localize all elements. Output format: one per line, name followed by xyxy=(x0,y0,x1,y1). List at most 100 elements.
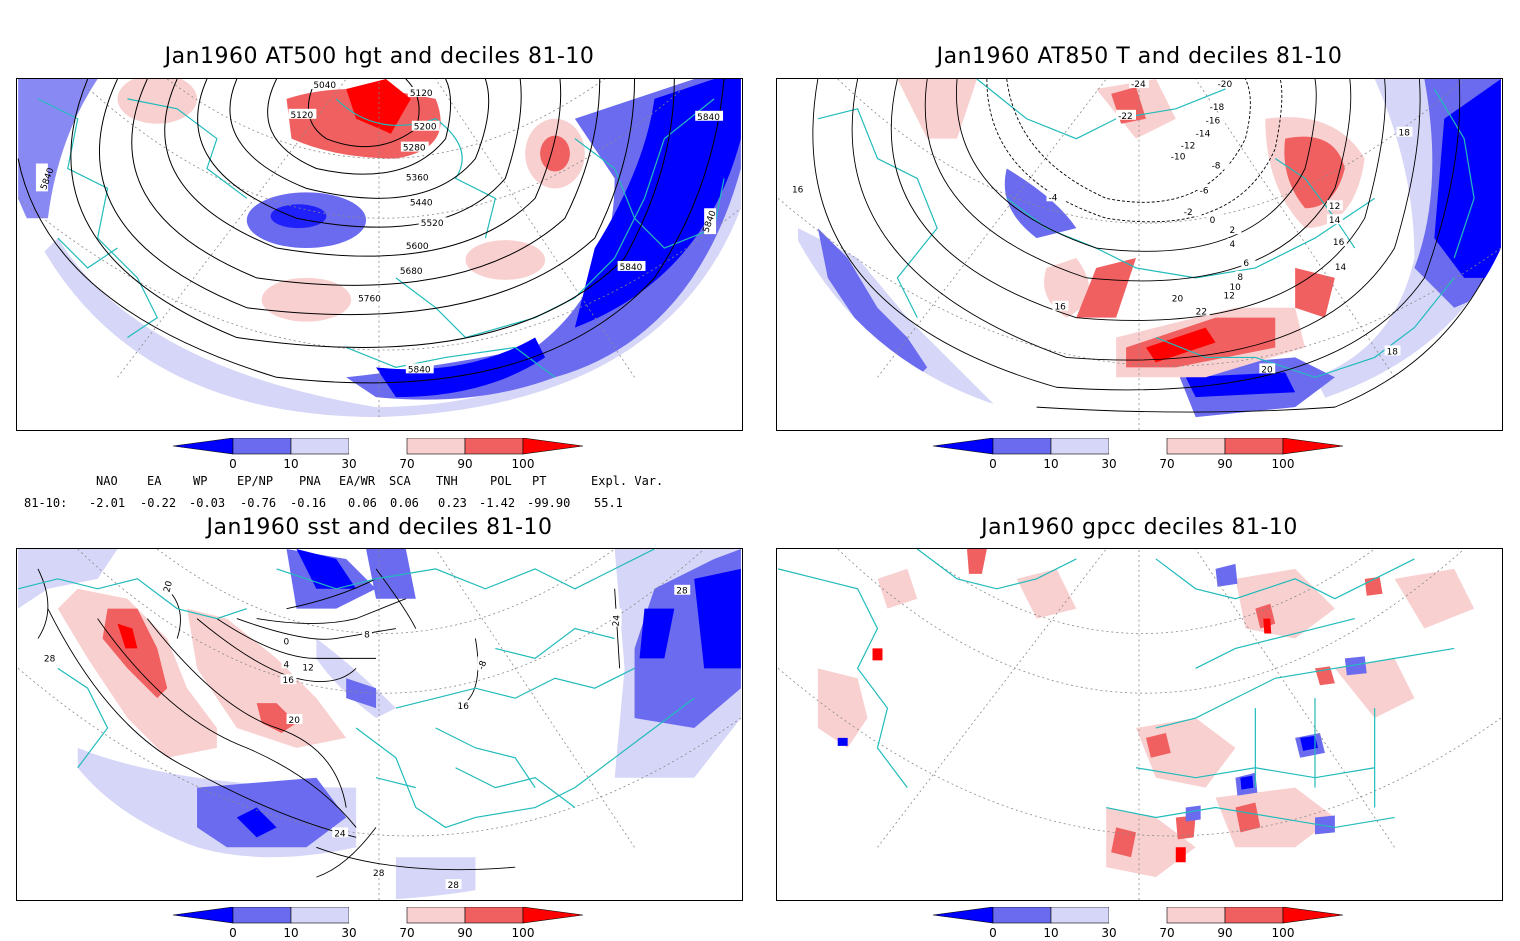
colorbar-tick: 100 xyxy=(512,457,535,471)
contour-label: -4 xyxy=(1049,193,1058,203)
colorbar-swatches xyxy=(173,438,584,455)
contour-label: -12 xyxy=(1181,142,1196,152)
colorbar-swatches xyxy=(173,907,584,924)
colorbar-bottom-right: 0 10 30 70 90 100 xyxy=(933,907,1353,941)
contour-label: 14 xyxy=(1329,216,1341,226)
colorbar-tick: 30 xyxy=(341,457,356,471)
colorbar-tick: 0 xyxy=(989,926,997,940)
contour-label: -2 xyxy=(1184,208,1193,218)
panel-title-sst: Jan1960 sst and deciles 81-10 xyxy=(206,515,553,540)
contour-label: 20 xyxy=(289,716,301,726)
index-value: -99.90 xyxy=(527,496,571,510)
contour-label: 5680 xyxy=(400,267,423,277)
contour-label: 5600 xyxy=(406,242,429,252)
contour-label: 20 xyxy=(162,580,175,594)
colorbar-tick: 10 xyxy=(283,457,298,471)
map-hgt500: 5040 5120 5120 5200 5280 5360 5440 5520 … xyxy=(17,79,742,418)
contour-label: 5760 xyxy=(358,295,381,305)
contour-label: 28 xyxy=(676,587,688,597)
contour-label: 0 xyxy=(1210,216,1216,226)
index-value: -0.16 xyxy=(290,496,327,510)
panel-title-t850: Jan1960 AT850 T and deciles 81-10 xyxy=(936,44,1343,69)
colorbar-tick: 90 xyxy=(457,926,472,940)
index-header: EA xyxy=(147,474,162,488)
contour-label: 14 xyxy=(1335,263,1347,273)
contour-label: 5360 xyxy=(406,173,429,183)
contour-label: 12 xyxy=(1224,292,1235,302)
map-panel-hgt500: 5040 5120 5120 5200 5280 5360 5440 5520 … xyxy=(16,78,743,431)
index-value: -1.42 xyxy=(479,496,516,510)
index-value: -0.22 xyxy=(140,496,177,510)
colorbar-tick: 90 xyxy=(1217,457,1232,471)
contour-label: 28 xyxy=(373,869,385,879)
contour-label: 5120 xyxy=(291,111,314,121)
colorbar-tick: 100 xyxy=(512,926,535,940)
contour-label: 12 xyxy=(302,663,313,673)
colorbar-tick: 10 xyxy=(1043,457,1058,471)
contour-label: -8 xyxy=(1212,161,1221,171)
index-header: WP xyxy=(193,474,208,488)
colorbar-tick: 90 xyxy=(457,457,472,471)
colorbar-tick: 90 xyxy=(1217,926,1232,940)
colorbar-tick: 70 xyxy=(1159,926,1174,940)
map-gpcc xyxy=(777,549,1502,900)
colorbar-tick: 100 xyxy=(1272,926,1295,940)
index-value: 0.06 xyxy=(390,496,419,510)
colorbar-swatches xyxy=(933,907,1344,924)
contour-label: 5120 xyxy=(410,89,433,99)
contour-label: 16 xyxy=(283,676,295,686)
contour-label: 16 xyxy=(792,185,804,195)
contour-label: 0 xyxy=(284,637,290,647)
index-header: EP/NP xyxy=(237,474,274,488)
index-value: -0.76 xyxy=(240,496,277,510)
contour-label: 20 xyxy=(1261,365,1273,375)
indices-table: NAO EA WP EP/NP PNA EA/WR SCA TNH POL PT… xyxy=(0,474,760,514)
index-value: -2.01 xyxy=(89,496,126,510)
contour-label: 5200 xyxy=(414,123,437,133)
index-header: PNA xyxy=(299,474,321,488)
colorbar-bottom-left: 0 10 30 70 90 100 xyxy=(173,907,593,941)
contour-label: -24 xyxy=(1131,80,1146,90)
colorbar-tick: 100 xyxy=(1272,457,1295,471)
contour-label: 24 xyxy=(334,829,346,839)
contour-label: 4 xyxy=(1229,240,1235,250)
index-header: TNH xyxy=(436,474,458,488)
contour-label: -18 xyxy=(1210,103,1225,113)
index-header: POL xyxy=(490,474,512,488)
contour-label: -10 xyxy=(1171,153,1186,163)
contour-label: 22 xyxy=(1196,308,1207,318)
colorbar-top-left: 0 10 30 70 90 100 xyxy=(173,438,593,472)
panel-title-hgt500: Jan1960 AT500 hgt and deciles 81-10 xyxy=(164,44,595,69)
contour-label: -22 xyxy=(1118,112,1133,122)
index-row-label: 81-10: xyxy=(24,496,68,510)
contour-label: 5520 xyxy=(421,219,444,229)
colorbar-tick: 30 xyxy=(341,926,356,940)
contour-label: 8 xyxy=(364,630,370,640)
map-sst: 28 20 28 0 4 8 12 16 20 24 28 28 24 28 -… xyxy=(17,549,742,900)
colorbar-swatches xyxy=(933,438,1344,455)
index-header: EA/WR xyxy=(339,474,376,488)
contour-label: 5280 xyxy=(403,144,426,154)
index-value: 0.23 xyxy=(438,496,467,510)
contour-label: 5840 xyxy=(697,113,720,123)
contour-label: 18 xyxy=(1399,129,1411,139)
contour-label: 18 xyxy=(1387,347,1399,357)
index-value: 0.06 xyxy=(348,496,377,510)
contour-label: 5040 xyxy=(313,81,336,91)
contour-label: 28 xyxy=(44,654,56,664)
map-t850: -24 -22 -20 -18 -16 -14 -12 -10 -8 -6 -4… xyxy=(777,79,1502,430)
index-value: -0.03 xyxy=(189,496,226,510)
contour-label: 2 xyxy=(1229,226,1235,236)
colorbar-tick: 70 xyxy=(399,926,414,940)
index-header: SCA xyxy=(389,474,411,488)
contour-label: -14 xyxy=(1196,130,1211,140)
colorbar-tick: 10 xyxy=(1043,926,1058,940)
contour-label: 5840 xyxy=(620,263,643,273)
colorbar-tick: 0 xyxy=(989,457,997,471)
contour-label: 12 xyxy=(1329,202,1340,212)
contour-label: 10 xyxy=(1229,283,1241,293)
map-panel-t850: -24 -22 -20 -18 -16 -14 -12 -10 -8 -6 -4… xyxy=(776,78,1503,431)
panel-title-gpcc: Jan1960 gpcc deciles 81-10 xyxy=(981,515,1298,540)
colorbar-tick: 30 xyxy=(1101,457,1116,471)
colorbar-tick: 70 xyxy=(1159,457,1174,471)
